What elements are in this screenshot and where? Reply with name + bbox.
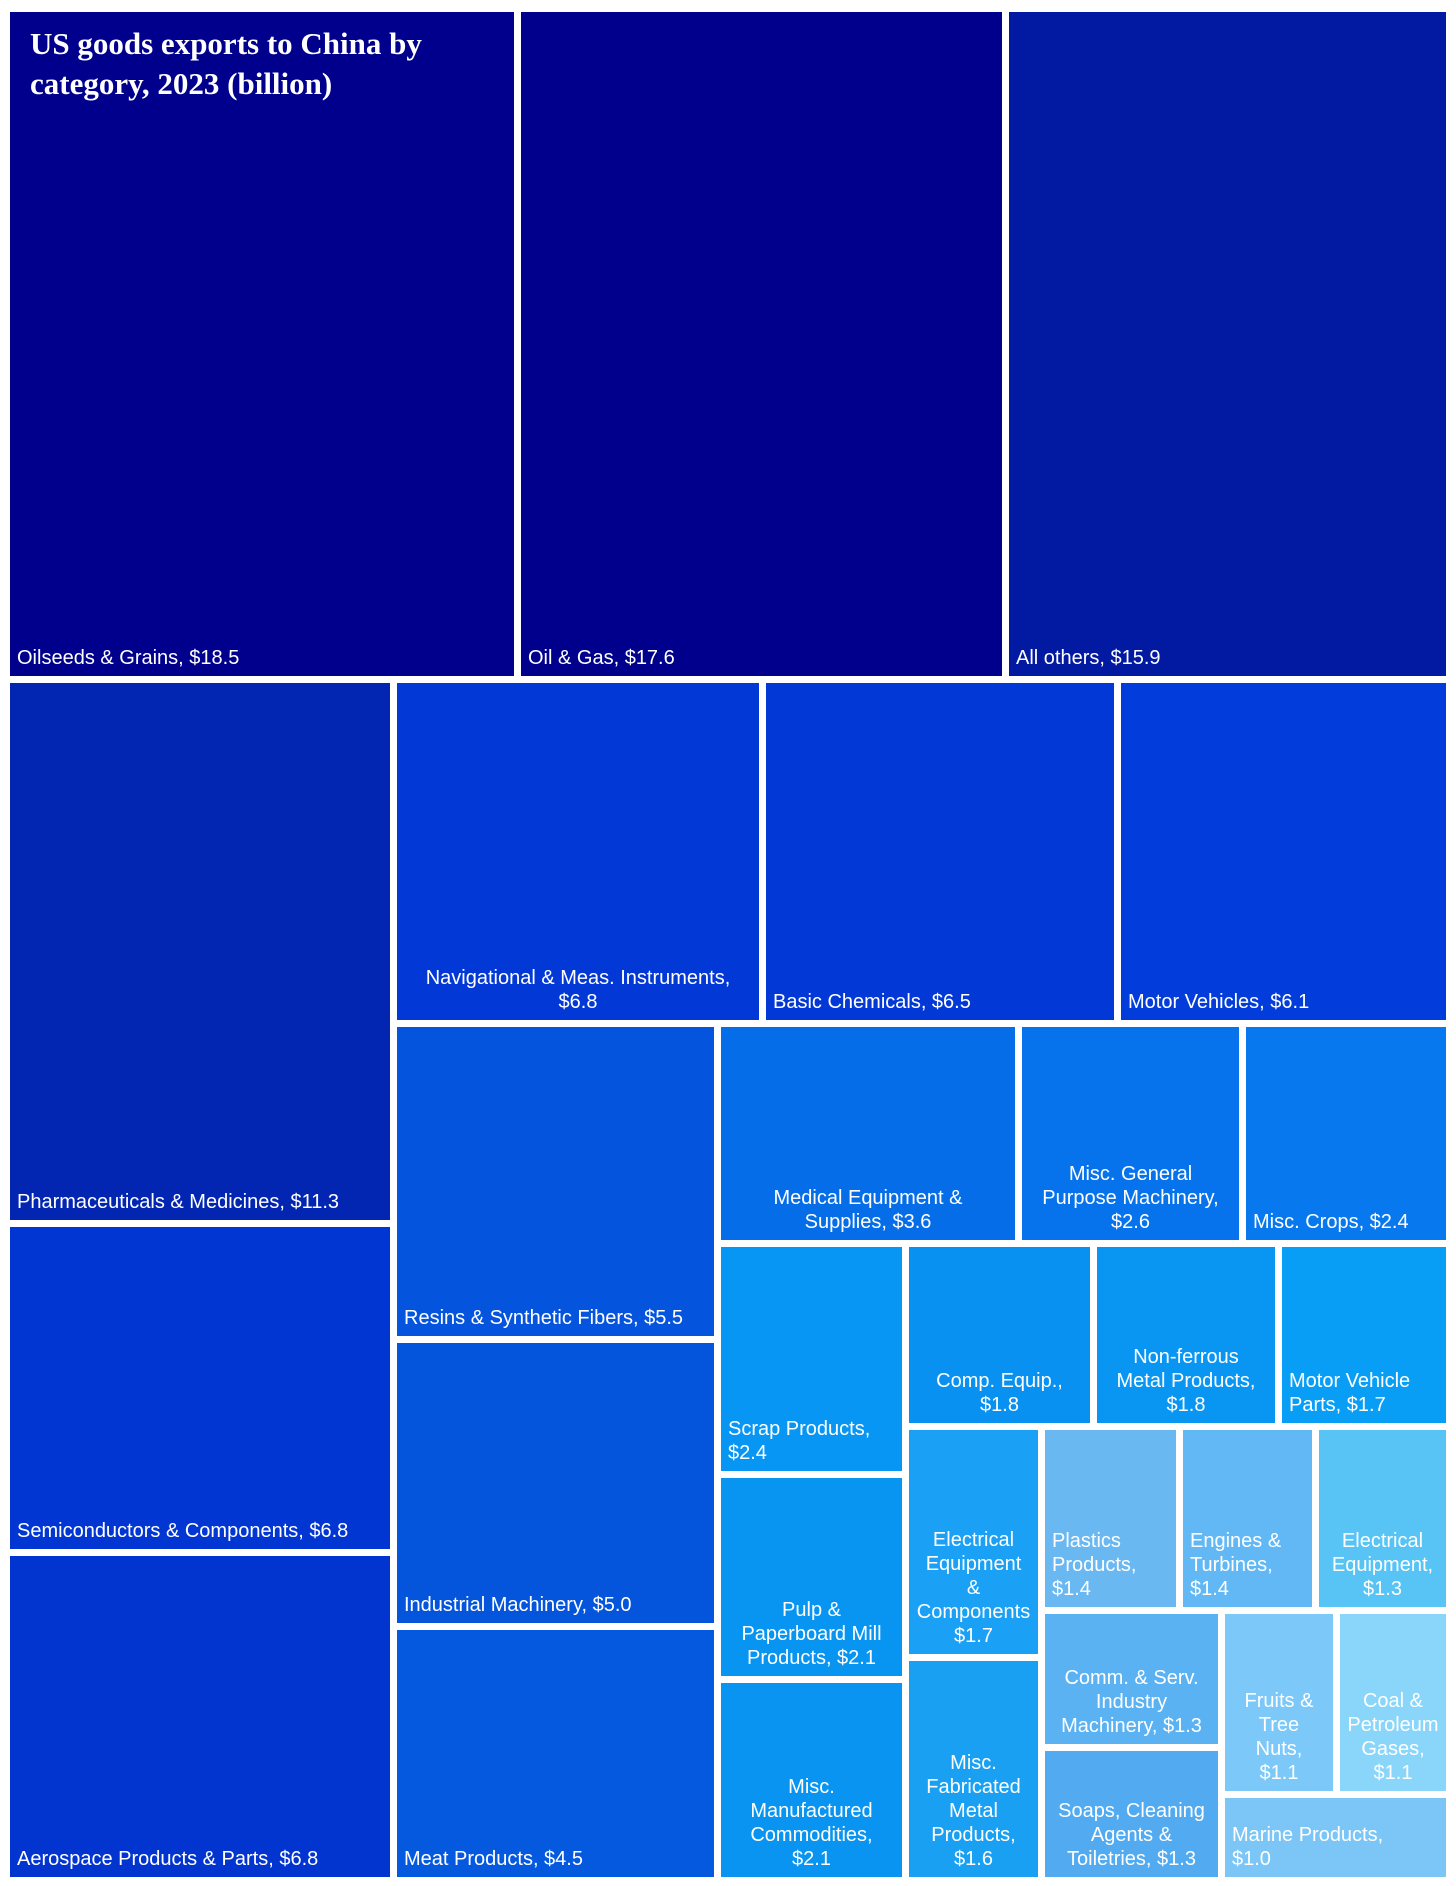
- tile-label: Medical Equipment & Supplies, $3.6: [773, 1187, 963, 1233]
- tile-label: Plastics Products, $1.4: [1052, 1530, 1137, 1600]
- tile-meat-products: Meat Products, $4.5: [397, 1630, 714, 1877]
- tile-label: Comm. & Serv. Industry Machinery, $1.3: [1061, 1667, 1202, 1737]
- tile-label: Soaps, Cleaning Agents & Toiletries, $1.…: [1058, 1800, 1205, 1870]
- tile-label: Electrical Equipment, $1.3: [1331, 1530, 1434, 1600]
- tile-label: Misc. Manufactured Commodities, $2.1: [750, 1776, 873, 1870]
- chart-title: US goods exports to China by category, 2…: [30, 26, 422, 101]
- tile-label: Fruits & Tree Nuts, $1.1: [1244, 1690, 1314, 1784]
- tile-label: Misc. General Purpose Machinery, $2.6: [1042, 1163, 1219, 1233]
- tile-misc-general-purpose-machinery: Misc. General Purpose Machinery, $2.6: [1022, 1027, 1239, 1240]
- tile-label: Motor Vehicles, $6.1: [1128, 991, 1310, 1013]
- tile-coal-and-petroleum-gases: Coal & Petroleum Gases, $1.1: [1340, 1614, 1446, 1791]
- tile-label: Oilseeds & Grains, $18.5: [17, 647, 240, 669]
- tile-basic-chemicals: Basic Chemicals, $6.5: [766, 683, 1114, 1020]
- tile-label: Coal & Petroleum Gases, $1.1: [1347, 1690, 1439, 1784]
- tile-comp-equip: Comp. Equip., $1.8: [909, 1247, 1090, 1423]
- tile-misc-manufactured-commodities: Misc. Manufactured Commodities, $2.1: [721, 1683, 902, 1877]
- tile-resins-and-synthetic-fibers: Resins & Synthetic Fibers, $5.5: [397, 1027, 714, 1336]
- tile-label: Semiconductors & Components, $6.8: [17, 1520, 349, 1542]
- tile-soaps-cleaning-agents-and-toiletries: Soaps, Cleaning Agents & Toiletries, $1.…: [1045, 1751, 1218, 1877]
- tile-comm-and-serv-industry-machinery: Comm. & Serv. Industry Machinery, $1.3: [1045, 1614, 1218, 1744]
- tile-medical-equipment-and-supplies: Medical Equipment & Supplies, $3.6: [721, 1027, 1015, 1240]
- tile-marine-products: Marine Products, $1.0: [1225, 1798, 1446, 1877]
- tile-label: Resins & Synthetic Fibers, $5.5: [404, 1307, 684, 1329]
- tile-motor-vehicles: Motor Vehicles, $6.1: [1121, 683, 1446, 1020]
- tile-plastics-products: Plastics Products, $1.4: [1045, 1430, 1176, 1607]
- tile-label: Marine Products, $1.0: [1232, 1824, 1384, 1870]
- tile-non-ferrous-metal-products: Non-ferrous Metal Products, $1.8: [1097, 1247, 1275, 1423]
- tile-electrical-equipment-and-components: Electrical Equipment & Components $1.7: [909, 1430, 1038, 1654]
- tile-label: Pharmaceuticals & Medicines, $11.3: [17, 1191, 340, 1213]
- tile-oilseeds-and-grains: Oilseeds & Grains, $18.5: [10, 12, 514, 676]
- tile-motor-vehicle-parts: Motor Vehicle Parts, $1.7: [1282, 1247, 1446, 1423]
- tile-oil-and-gas: Oil & Gas, $17.6: [521, 12, 1002, 676]
- tile-label: All others, $15.9: [1016, 647, 1161, 669]
- tile-label: Oil & Gas, $17.6: [528, 647, 675, 669]
- tile-label: Scrap Products, $2.4: [728, 1418, 871, 1464]
- tile-label: Navigational & Meas. Instruments, $6.8: [425, 967, 731, 1013]
- tile-all-others: All others, $15.9: [1009, 12, 1446, 676]
- tile-pharmaceuticals-and-medicines: Pharmaceuticals & Medicines, $11.3: [10, 683, 390, 1220]
- tile-label: Pulp & Paperboard Mill Products, $2.1: [741, 1599, 882, 1669]
- tile-label: Motor Vehicle Parts, $1.7: [1289, 1370, 1411, 1416]
- tile-label: Non-ferrous Metal Products, $1.8: [1116, 1346, 1256, 1416]
- tile-fruits-and-tree-nuts: Fruits & Tree Nuts, $1.1: [1225, 1614, 1333, 1791]
- tile-pulp-and-paperboard-mill-products: Pulp & Paperboard Mill Products, $2.1: [721, 1478, 902, 1676]
- tile-misc-fabricated-metal-products: Misc. Fabricated Metal Products, $1.6: [909, 1661, 1038, 1877]
- tile-electrical-equipment: Electrical Equipment, $1.3: [1319, 1430, 1446, 1607]
- tile-label: Aerospace Products & Parts, $6.8: [17, 1848, 319, 1870]
- tile-label: Industrial Machinery, $5.0: [404, 1594, 632, 1616]
- tile-label: Misc. Fabricated Metal Products, $1.6: [926, 1752, 1021, 1870]
- tile-label: Meat Products, $4.5: [404, 1848, 583, 1870]
- tile-label: Misc. Crops, $2.4: [1253, 1211, 1409, 1233]
- tile-semiconductors-and-components: Semiconductors & Components, $6.8: [10, 1227, 390, 1549]
- tile-industrial-machinery: Industrial Machinery, $5.0: [397, 1343, 714, 1623]
- tile-label: Basic Chemicals, $6.5: [773, 991, 971, 1013]
- tile-scrap-products: Scrap Products, $2.4: [721, 1247, 902, 1471]
- tile-misc-crops: Misc. Crops, $2.4: [1246, 1027, 1446, 1240]
- tile-label: Comp. Equip., $1.8: [936, 1370, 1063, 1416]
- tile-navigational-and-meas-instruments: Navigational & Meas. Instruments, $6.8: [397, 683, 759, 1020]
- tile-engines-and-turbines: Engines & Turbines, $1.4: [1183, 1430, 1312, 1607]
- tile-aerospace-products-and-parts: Aerospace Products & Parts, $6.8: [10, 1556, 390, 1877]
- tile-label: Engines & Turbines, $1.4: [1190, 1530, 1282, 1600]
- tile-label: Electrical Equipment & Components $1.7: [916, 1529, 1031, 1647]
